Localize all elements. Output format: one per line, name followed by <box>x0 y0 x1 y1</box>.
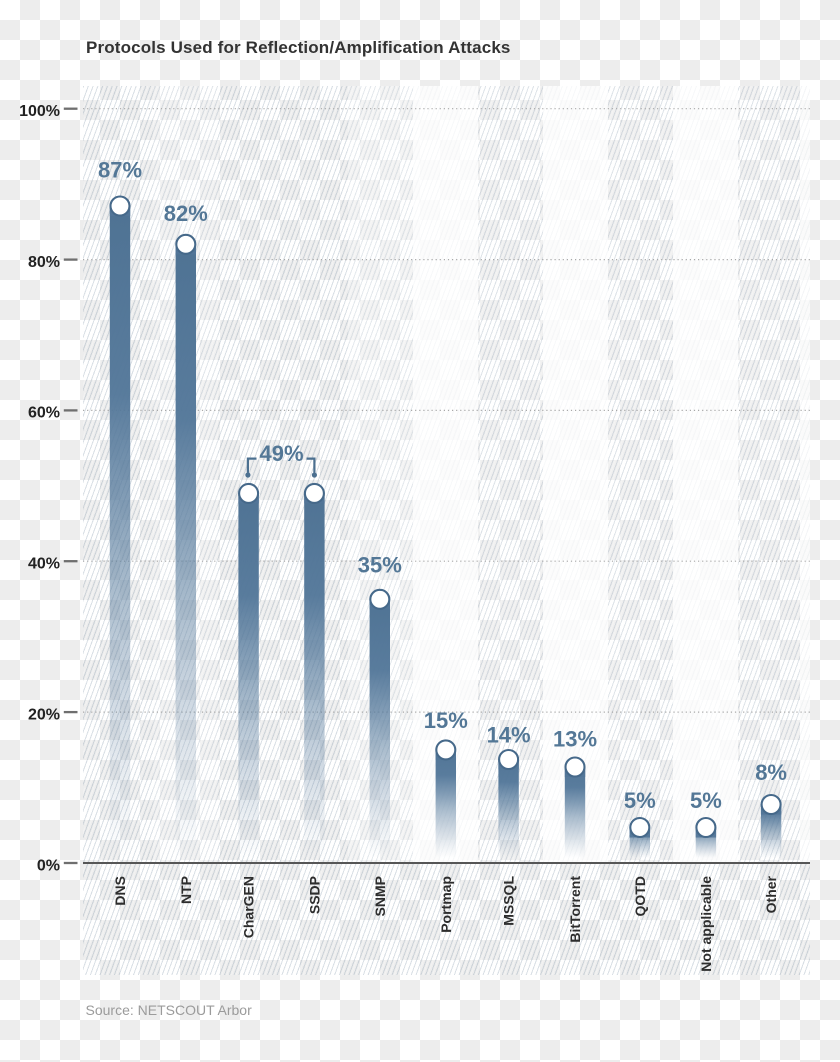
svg-text:100%: 100% <box>19 103 60 120</box>
svg-text:15%: 15% <box>424 708 468 733</box>
svg-text:60%: 60% <box>28 405 60 422</box>
svg-text:QOTD: QOTD <box>632 876 648 916</box>
svg-text:80%: 80% <box>28 254 60 271</box>
svg-text:40%: 40% <box>28 556 60 573</box>
svg-text:0%: 0% <box>37 857 60 874</box>
svg-text:82%: 82% <box>164 201 208 226</box>
svg-text:5%: 5% <box>690 788 722 813</box>
svg-text:BitTorrent: BitTorrent <box>567 876 583 943</box>
svg-text:20%: 20% <box>28 706 60 723</box>
svg-text:CharGEN: CharGEN <box>241 876 257 938</box>
svg-text:35%: 35% <box>358 553 402 578</box>
svg-text:13%: 13% <box>553 727 597 752</box>
svg-text:Protocols Used for Reflection/: Protocols Used for Reflection/Amplificat… <box>86 38 511 57</box>
svg-text:14%: 14% <box>487 723 531 748</box>
svg-text:Source: NETSCOUT Arbor: Source: NETSCOUT Arbor <box>86 1002 253 1018</box>
svg-text:NTP: NTP <box>178 876 194 904</box>
svg-text:Not applicable: Not applicable <box>698 876 714 972</box>
svg-text:MSSQL: MSSQL <box>501 876 517 926</box>
svg-text:SNMP: SNMP <box>372 876 388 916</box>
svg-text:49%: 49% <box>259 441 303 466</box>
svg-text:DNS: DNS <box>112 876 128 906</box>
svg-text:Other: Other <box>763 875 779 913</box>
svg-text:SSDP: SSDP <box>306 876 322 914</box>
svg-text:Portmap: Portmap <box>438 876 454 933</box>
svg-text:8%: 8% <box>755 760 787 785</box>
svg-text:5%: 5% <box>624 788 656 813</box>
svg-text:87%: 87% <box>98 158 142 183</box>
